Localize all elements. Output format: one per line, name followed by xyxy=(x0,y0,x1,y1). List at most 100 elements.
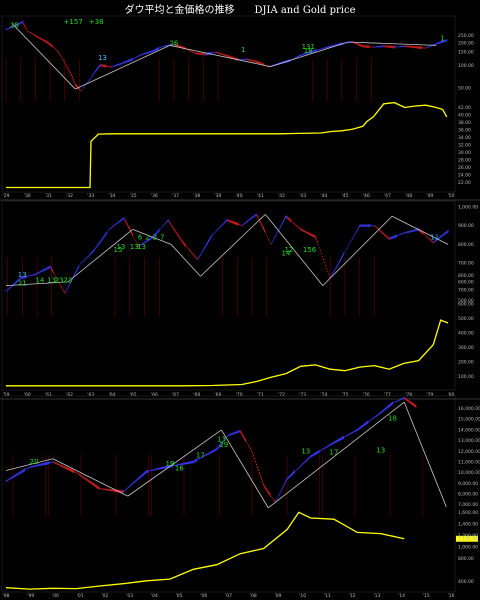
x-tick-label: '16 xyxy=(448,593,455,599)
x-tick-label: '34 xyxy=(108,193,115,199)
trend-line xyxy=(132,229,172,245)
trend-line xyxy=(265,214,324,286)
x-tick-label: '74 xyxy=(320,392,327,398)
upper-y-tick-label: 8,000.00 xyxy=(458,491,478,497)
price-bars xyxy=(5,213,449,294)
panel-frame xyxy=(1,200,456,391)
x-tick-label: '40 xyxy=(236,193,243,199)
annotation-label: 20 xyxy=(30,458,39,466)
x-tick-label: '46 xyxy=(363,193,370,199)
upper-y-tick-label: 13,000.00 xyxy=(458,438,480,444)
lower-y-tick-label: 34.00 xyxy=(458,135,471,141)
upper-y-tick-label: 250.00 xyxy=(458,33,474,39)
panel-1 xyxy=(0,15,480,201)
trend-line xyxy=(391,215,449,245)
lower-y-tick-label: 800.00 xyxy=(458,273,474,279)
trend-line xyxy=(5,458,53,471)
x-tick-label: '41 xyxy=(257,193,264,199)
lower-y-tick-label: 28.00 xyxy=(458,158,471,164)
trend-line xyxy=(127,429,222,497)
annotation-label: 17 xyxy=(196,452,205,460)
x-tick-label: '37 xyxy=(172,193,179,199)
x-tick-label: '29 xyxy=(3,193,10,199)
x-tick-label: '06 xyxy=(200,593,207,599)
annotation-label: 1 xyxy=(440,34,444,42)
x-tick-label: '09 xyxy=(274,593,281,599)
x-tick-label: '39 xyxy=(214,193,221,199)
panel-frame xyxy=(1,15,456,193)
upper-y-tick-label: 900.00 xyxy=(458,223,474,229)
lower-y-tick-label: 100.00 xyxy=(458,374,474,380)
trend-line xyxy=(169,44,271,68)
x-tick-label: '62 xyxy=(66,392,73,398)
x-tick-label: '77 xyxy=(384,392,391,398)
x-tick-label: '15 xyxy=(423,593,430,599)
x-tick-label: '50 xyxy=(448,193,455,199)
x-tick-label: '63 xyxy=(87,392,94,398)
annotation-label: 156 xyxy=(303,246,317,254)
annotation-label: 14 xyxy=(35,276,44,284)
lower-y-tick-label: 300.00 xyxy=(458,345,474,351)
x-tick-label: '71 xyxy=(257,392,264,398)
annotation-label: 12 xyxy=(284,246,293,254)
price-bars xyxy=(5,396,417,503)
annotation-label: 17 xyxy=(329,448,338,456)
x-tick-label: '05 xyxy=(176,593,183,599)
lower-y-tick-label: 36.00 xyxy=(458,128,471,134)
x-tick-label: '60 xyxy=(24,392,31,398)
lower-y-tick-label: 400.00 xyxy=(458,579,474,585)
x-tick-label: '78 xyxy=(405,392,412,398)
annotation-label: 23 xyxy=(55,276,64,284)
panel-3 xyxy=(1,395,478,593)
trend-line xyxy=(270,41,349,67)
annotation-label: 13 xyxy=(376,446,385,454)
x-tick-label: '70 xyxy=(236,392,243,398)
x-tick-label: '35 xyxy=(130,193,137,199)
trend-line xyxy=(170,244,201,277)
upper-y-tick-label: 15,000.00 xyxy=(458,417,480,423)
upper-y-tick-label: 700.00 xyxy=(458,261,474,267)
lower-y-tick-label: 1,200.00 xyxy=(458,533,478,539)
lower-y-tick-label: 400.00 xyxy=(458,331,474,337)
annotation-label: 6 xyxy=(138,234,143,242)
annotation-label: 16 xyxy=(175,464,184,472)
x-tick-label: '45 xyxy=(342,193,349,199)
x-tick-label: '01 xyxy=(77,593,84,599)
lower-y-tick-label: 200.00 xyxy=(458,360,474,366)
annotation-label: +157 xyxy=(64,18,83,26)
x-tick-label: '99 xyxy=(27,593,34,599)
x-tick-label: '48 xyxy=(405,193,412,199)
x-tick-label: '64 xyxy=(108,392,115,398)
upper-y-tick-label: 200.00 xyxy=(458,40,474,46)
upper-y-tick-label: 150.00 xyxy=(458,50,474,56)
lower-y-tick-label: 30.00 xyxy=(458,150,471,156)
annotation-label: 13 xyxy=(137,243,146,251)
x-tick-label: '66 xyxy=(151,392,158,398)
annotation-label: 19 xyxy=(165,460,174,468)
annotation-label: 26 xyxy=(169,40,178,48)
x-tick-label: '00 xyxy=(52,593,59,599)
x-tick-label: '68 xyxy=(193,392,200,398)
lower-y-tick-label: 1,600.00 xyxy=(458,510,478,516)
x-tick-label: '33 xyxy=(87,193,94,199)
lower-y-tick-label: 22.00 xyxy=(458,180,471,186)
upper-y-tick-label: 500.00 xyxy=(458,298,474,304)
lower-y-tick-label: 26.00 xyxy=(458,165,471,171)
x-tick-label: '65 xyxy=(130,392,137,398)
annotation-label: 2 xyxy=(153,234,157,242)
lower-y-tick-label: 1,400.00 xyxy=(458,521,478,527)
upper-y-tick-label: 600.00 xyxy=(458,279,474,285)
x-tick-label: '36 xyxy=(151,193,158,199)
annotation-label: 2 xyxy=(145,234,149,242)
upper-y-tick-label: 50.00 xyxy=(458,85,471,91)
annotation-label: 11 xyxy=(430,234,439,242)
x-tick-label: '12 xyxy=(349,593,356,599)
x-tick-label: '73 xyxy=(299,392,306,398)
lower-y-tick-label: 1,000.00 xyxy=(458,544,478,550)
gold-price-line xyxy=(6,319,449,387)
x-tick-label: '59 xyxy=(3,392,10,398)
upper-y-tick-label: 7,000.00 xyxy=(458,502,478,508)
annotation-label: 21 xyxy=(18,280,27,288)
lower-y-tick-label: 600.00 xyxy=(458,302,474,308)
